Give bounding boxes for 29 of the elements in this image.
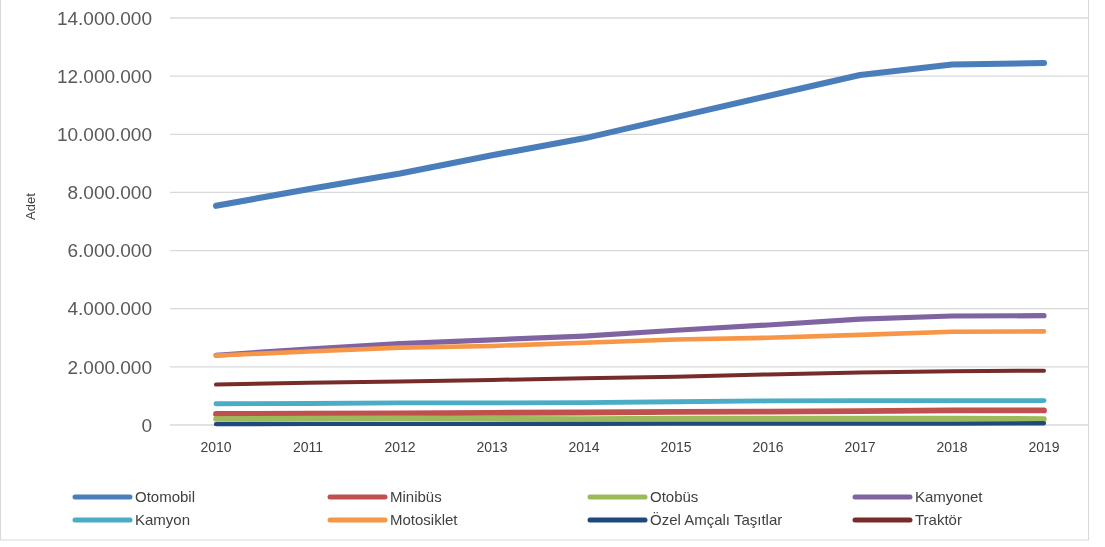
- y-axis-title: Adet: [23, 192, 38, 220]
- x-tick-label: 2016: [752, 439, 784, 455]
- line-series: [214, 368, 1046, 387]
- y-tick-label: 12.000.000: [56, 65, 152, 87]
- y-tick-label: 10.000.000: [56, 123, 152, 145]
- legend-label: Kamyon: [135, 511, 191, 529]
- x-tick-label: 2014: [568, 439, 600, 455]
- legend-label: Otomobil: [135, 488, 196, 506]
- y-tick-label: 14.000.000: [56, 7, 152, 29]
- legend-label: Motosiklet: [390, 511, 459, 529]
- legend-label: Traktör: [915, 511, 962, 529]
- y-tick-label: 4.000.000: [67, 298, 152, 320]
- legend-label: Kamyonet: [915, 488, 984, 506]
- legend-label: Özel Amçalı Taşıtlar: [650, 511, 783, 529]
- y-tick-label: 2.000.000: [67, 356, 152, 378]
- x-tick-label: 2013: [476, 439, 508, 455]
- y-tick-label: 8.000.000: [67, 182, 152, 204]
- legend-label: Minibüs: [390, 488, 442, 506]
- y-tick-label: 0: [141, 414, 152, 436]
- x-tick-label: 2018: [936, 439, 968, 455]
- y-tick-label: 6.000.000: [67, 240, 152, 262]
- x-tick-label: 2010: [200, 439, 232, 455]
- x-tick-label: 2017: [844, 439, 876, 455]
- legend-label: Otobüs: [650, 488, 699, 506]
- x-tick-label: 2012: [384, 439, 416, 455]
- x-tick-label: 2015: [660, 439, 692, 455]
- line-series: [213, 329, 1047, 358]
- x-tick-label: 2011: [292, 439, 324, 455]
- x-tick-label: 2019: [1028, 439, 1060, 455]
